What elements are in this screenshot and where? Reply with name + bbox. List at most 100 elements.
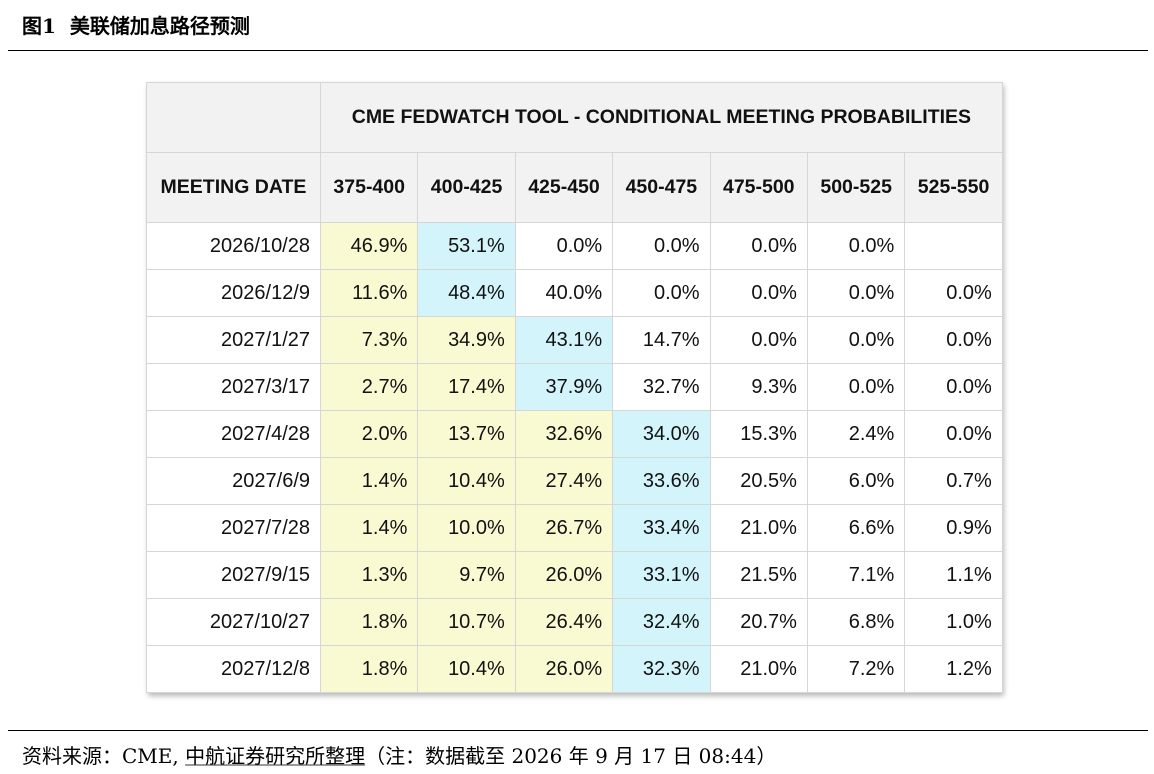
meeting-date-cell: 2027/3/17: [146, 363, 321, 411]
probability-cell: 32.3%: [612, 645, 711, 693]
probability-cell: 2.0%: [319, 410, 419, 458]
source-date-note: （注：数据截至 2026 年 9 月 17 日 08:44）: [365, 744, 777, 768]
rate-range-header: 375-400: [319, 152, 419, 223]
probability-cell: 10.0%: [417, 504, 516, 552]
meeting-date-cell: 2027/7/28: [146, 504, 321, 552]
rate-range-header: 450-475: [612, 152, 711, 223]
probability-cell: 0.0%: [904, 410, 1003, 458]
table-row: 2026/12/9 11.6% 48.4% 40.0% 0.0% 0.0% 0.0% 0.0%: [146, 269, 1003, 317]
table-row: 2027/6/9 1.4% 10.4% 27.4% 33.6% 20.5% 6.0% 0.7%: [146, 457, 1003, 505]
fedwatch-probability-table: CME FEDWATCH TOOL - CONDITIONAL MEETING …: [146, 82, 1003, 693]
probability-cell: 10.4%: [417, 457, 516, 505]
meeting-date-cell: 2027/10/27: [146, 598, 321, 646]
meeting-date-cell: 2027/1/27: [146, 316, 321, 364]
probability-cell: 0.0%: [904, 363, 1003, 411]
probability-cell: 33.1%: [612, 551, 711, 599]
probability-cell: 10.7%: [417, 598, 516, 646]
probability-cell: 21.0%: [709, 504, 808, 552]
probability-cell: 0.0%: [514, 222, 614, 270]
probability-cell: 15.3%: [709, 410, 808, 458]
probability-cell: 0.0%: [709, 316, 808, 364]
meeting-date-cell: 2026/10/28: [146, 222, 321, 270]
probability-cell: 7.3%: [319, 316, 419, 364]
probability-cell: 1.3%: [319, 551, 419, 599]
meeting-date-header: MEETING DATE: [146, 152, 321, 223]
probability-cell: 37.9%: [514, 363, 614, 411]
probability-cell: 0.0%: [612, 222, 711, 270]
fedwatch-table-container: CME FEDWATCH TOOL - CONDITIONAL MEETING …: [146, 82, 1003, 693]
table-row: 2027/7/28 1.4% 10.0% 26.7% 33.4% 21.0% 6.6% 0.9…: [146, 504, 1003, 552]
probability-cell: 2.7%: [319, 363, 419, 411]
source-note: 资料来源：CME, 中航证券研究所整理（注：数据截至 2026 年 9 月 17…: [22, 740, 776, 769]
probability-cell: 6.8%: [806, 598, 906, 646]
meeting-date-cell: 2027/9/15: [146, 551, 321, 599]
probability-cell: 9.7%: [417, 551, 516, 599]
probability-cell: 43.1%: [514, 316, 614, 364]
probability-cell: 20.5%: [709, 457, 808, 505]
probability-cell: 0.9%: [904, 504, 1003, 552]
figure-title: 图1 美联储加息路径预测: [22, 10, 250, 39]
probability-cell: 10.4%: [417, 645, 516, 693]
probability-cell: 46.9%: [319, 222, 419, 270]
meeting-date-cell: 2026/12/9: [146, 269, 321, 317]
probability-cell: 53.1%: [417, 222, 516, 270]
rate-range-header: 500-525: [806, 152, 906, 223]
probability-cell: 1.8%: [319, 645, 419, 693]
probability-cell: 0.0%: [709, 222, 808, 270]
probability-cell: 6.6%: [806, 504, 906, 552]
rate-range-header: 475-500: [709, 152, 808, 223]
probability-cell: 32.7%: [612, 363, 711, 411]
probability-cell: 26.4%: [514, 598, 614, 646]
probability-cell: 1.4%: [319, 457, 419, 505]
probability-cell: 1.0%: [904, 598, 1003, 646]
figure-title-text: 美联储加息路径预测: [69, 14, 250, 38]
probability-cell: 27.4%: [514, 457, 614, 505]
probability-cell: 9.3%: [709, 363, 808, 411]
probability-cell: 0.7%: [904, 457, 1003, 505]
probability-cell: 32.4%: [612, 598, 711, 646]
probability-cell: 0.0%: [806, 316, 906, 364]
probability-cell: 11.6%: [319, 269, 419, 317]
probability-cell: 17.4%: [417, 363, 516, 411]
probability-cell: 0.0%: [806, 222, 906, 270]
probability-cell: 21.0%: [709, 645, 808, 693]
probability-cell: 34.9%: [417, 316, 516, 364]
source-prefix: 资料来源：CME,: [22, 744, 186, 768]
table-row: 2026/10/28 46.9% 53.1% 0.0% 0.0% 0.0% 0.0%: [146, 222, 1003, 270]
probability-cell: 1.4%: [319, 504, 419, 552]
figure-number: 图1: [22, 14, 56, 38]
probability-cell: 0.0%: [904, 316, 1003, 364]
meeting-date-cell: 2027/4/28: [146, 410, 321, 458]
probability-cell: 1.2%: [904, 645, 1003, 693]
probability-cell: 0.0%: [709, 269, 808, 317]
probability-cell: 0.0%: [904, 269, 1003, 317]
probability-cell: 48.4%: [417, 269, 516, 317]
probability-cell: 1.8%: [319, 598, 419, 646]
probability-cell: [904, 222, 1003, 270]
probability-cell: 7.2%: [806, 645, 906, 693]
bottom-rule: [8, 730, 1148, 731]
probability-cell: 21.5%: [709, 551, 808, 599]
table-row: 2027/1/27 7.3% 34.9% 43.1% 14.7% 0.0% 0.0% 0.0%: [146, 316, 1003, 364]
top-rule: [8, 50, 1148, 51]
probability-cell: 0.0%: [612, 269, 711, 317]
table-row: 2027/12/8 1.8% 10.4% 26.0% 32.3% 21.0% 7.2% 1.2…: [146, 645, 1003, 693]
probability-cell: 0.0%: [806, 363, 906, 411]
probability-cell: 0.0%: [806, 269, 906, 317]
probability-cell: 1.1%: [904, 551, 1003, 599]
table-row: 2027/4/28 2.0% 13.7% 32.6% 34.0% 15.3% 2.4% 0.0…: [146, 410, 1003, 458]
rate-range-header: 400-425: [417, 152, 516, 223]
rate-range-header: 425-450: [514, 152, 614, 223]
table-row: 2027/3/17 2.7% 17.4% 37.9% 32.7% 9.3% 0.0% 0.0%: [146, 363, 1003, 411]
probability-cell: 14.7%: [612, 316, 711, 364]
rate-range-header: 525-550: [904, 152, 1003, 223]
probability-cell: 26.0%: [514, 645, 614, 693]
probability-cell: 40.0%: [514, 269, 614, 317]
probability-cell: 20.7%: [709, 598, 808, 646]
probability-cell: 26.7%: [514, 504, 614, 552]
source-org: 中航证券研究所整理: [185, 744, 366, 768]
probability-cell: 26.0%: [514, 551, 614, 599]
probability-cell: 2.4%: [806, 410, 906, 458]
meeting-date-cell: 2027/6/9: [146, 457, 321, 505]
probability-cell: 33.6%: [612, 457, 711, 505]
